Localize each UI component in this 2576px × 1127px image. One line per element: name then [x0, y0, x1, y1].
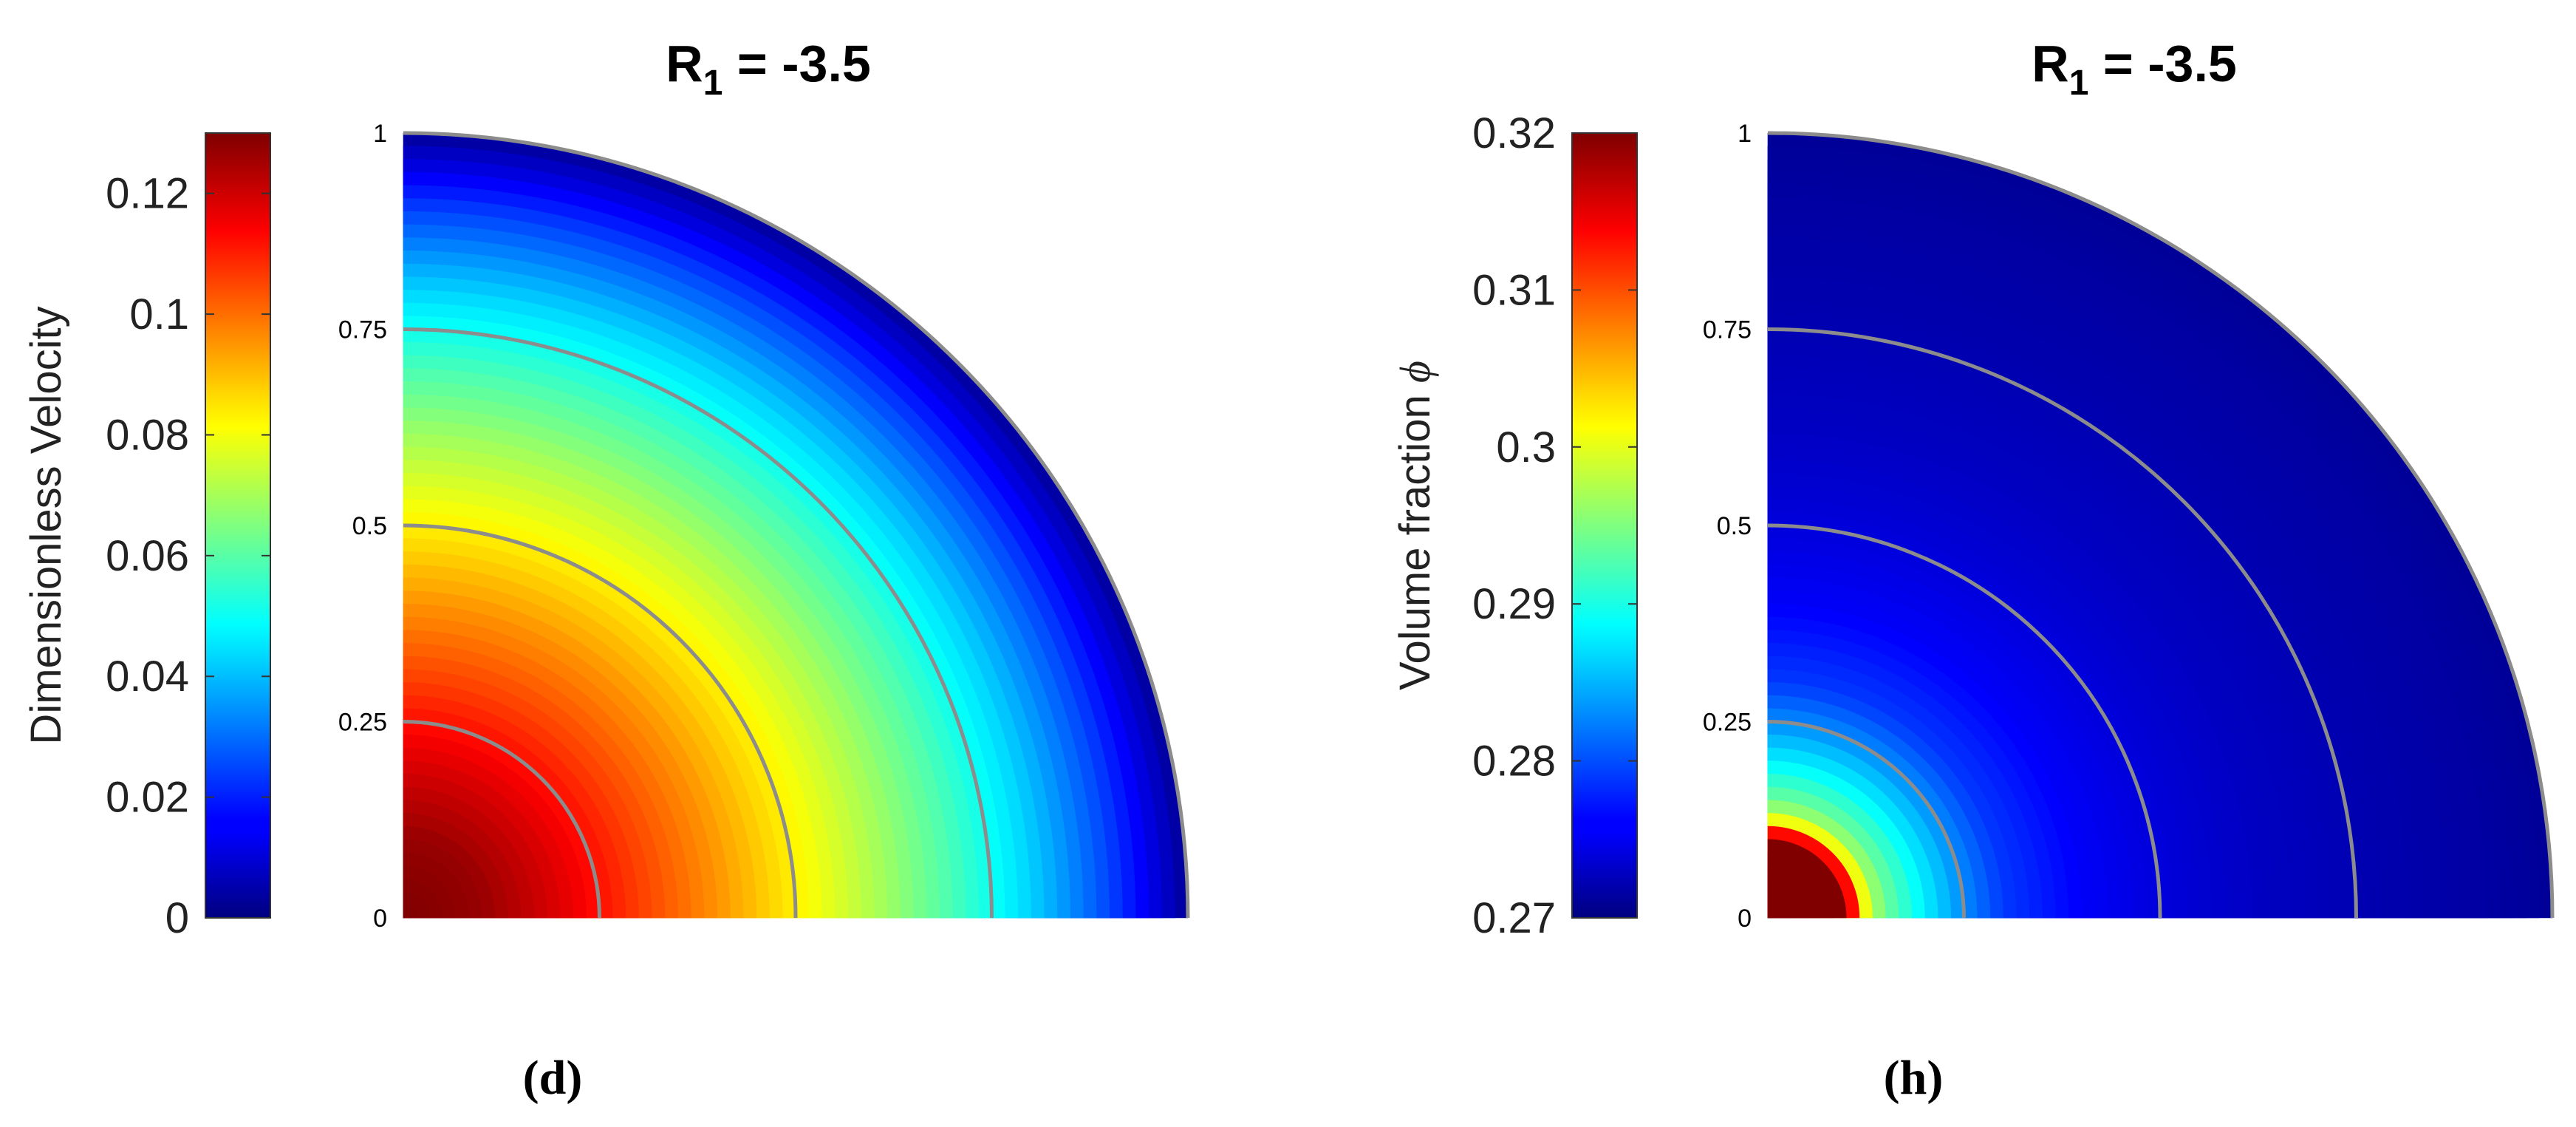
- title-sub-d: 1: [703, 64, 723, 103]
- radial-grid-ring: [403, 523, 798, 919]
- radial-grid-ring: [403, 131, 1190, 919]
- title-rest-d: = -3.5: [722, 35, 870, 92]
- colorbar-d: [205, 132, 271, 919]
- radial-tick-label: 0.25: [1703, 709, 1752, 737]
- radial-tick-label: 0.5: [352, 512, 387, 540]
- radial-grid-ring: [1767, 327, 2358, 919]
- radial-grid-ring: [1767, 720, 1966, 919]
- colorbar-tick-label: 0.29: [1472, 580, 1556, 628]
- title-rest-h: = -3.5: [2088, 35, 2236, 92]
- radial-ticks-h: 0 0.25 0.5 0.75 1: [1703, 120, 1752, 933]
- radial-ticks-d: 0 0.25 0.5 0.75 1: [338, 120, 387, 933]
- colorbar-tick-label: 0.06: [106, 532, 189, 580]
- radial-tick-label: 0: [373, 905, 387, 933]
- colorbar-ticks-h: 0.27 0.28 0.29 0.3 0.31 0.32: [1472, 109, 1637, 942]
- polar-field-d: [403, 132, 1189, 919]
- chart-title-h: R1 = -3.5: [2032, 35, 2237, 103]
- radial-grid-ring: [1767, 523, 2162, 919]
- radial-tick-label: 1: [1738, 120, 1752, 148]
- radial-tick-label: 0.75: [338, 316, 387, 344]
- colorbar-label-h: Volume fraction ϕ: [1391, 361, 1439, 690]
- colorbar-tick-label: 0.27: [1472, 894, 1556, 942]
- colorbar-h: [1571, 132, 1638, 919]
- polar-field-h: [1767, 132, 2553, 919]
- title-main-h: R: [2032, 35, 2069, 92]
- title-main-d: R: [666, 35, 703, 92]
- colorbar-tick-label: 0.08: [106, 411, 189, 459]
- radial-grid-d: [403, 131, 1190, 919]
- colorbar-tick-label: 0.31: [1472, 266, 1556, 314]
- colorbar-label-space-h: [1391, 383, 1439, 395]
- colorbar-tick-label: 0.1: [129, 290, 189, 338]
- colorbar-tick-label: 0.3: [1496, 423, 1556, 471]
- contour-band: [1767, 904, 1782, 919]
- radial-tick-label: 0: [1738, 905, 1752, 933]
- colorbar-tick-label: 0.28: [1472, 738, 1556, 786]
- radial-tick-label: 0.75: [1703, 316, 1752, 344]
- chart-title-d: R1 = -3.5: [666, 35, 871, 103]
- radial-tick-label: 0.5: [1717, 512, 1752, 540]
- colorbar-label-text-h: Volume fraction: [1391, 395, 1439, 690]
- radial-tick-label: 1: [373, 120, 387, 148]
- colorbar-ticks-d: 0 0.02 0.04 0.06 0.08 0.1 0.12: [106, 170, 270, 942]
- colorbar-tick-label: 0.02: [106, 774, 189, 822]
- radial-grid-ring: [403, 720, 601, 919]
- colorbar-tick-label: 0.32: [1472, 109, 1556, 157]
- colorbar-tick-label: 0.12: [106, 170, 189, 218]
- colorbar-label-symbol-h: ϕ: [1391, 361, 1439, 383]
- colorbar-tick-label: 0.04: [106, 653, 189, 701]
- title-sub-h: 1: [2069, 64, 2089, 103]
- radial-grid-ring: [1767, 131, 2555, 919]
- radial-grid-h: [1767, 131, 2555, 919]
- panel-h: R1 = -3.5 0.270.280.290.30.310.32 Volume…: [1391, 35, 2555, 1105]
- colorbar-tick-label: 0: [165, 894, 189, 942]
- radial-tick-label: 0.25: [338, 709, 387, 737]
- panel-d: R1 = -3.5 00.020.040.060.080.10.12 Dimen…: [22, 35, 1190, 1105]
- panel-label-d: (d): [523, 1051, 583, 1105]
- contour-band: [403, 904, 417, 919]
- colorbar-label-d: Dimensionless Velocity: [22, 306, 70, 744]
- panel-label-h: (h): [1884, 1051, 1944, 1105]
- radial-grid-ring: [403, 327, 994, 919]
